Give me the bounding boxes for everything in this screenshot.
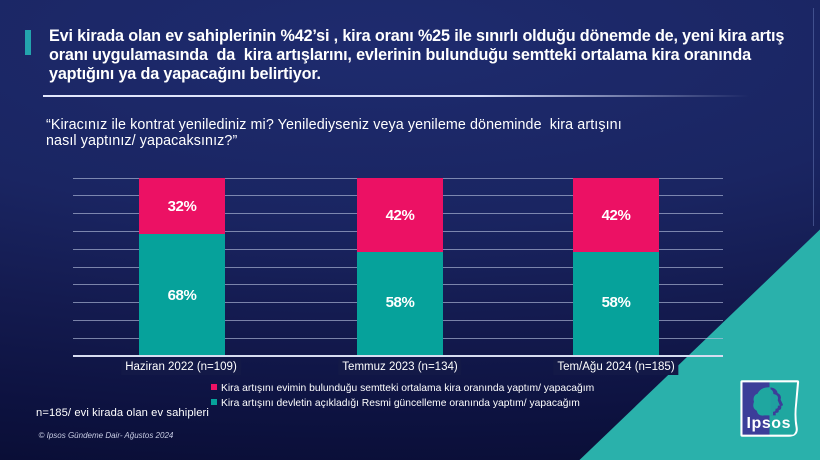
svg-text:Ipsos: Ipsos — [746, 415, 791, 432]
